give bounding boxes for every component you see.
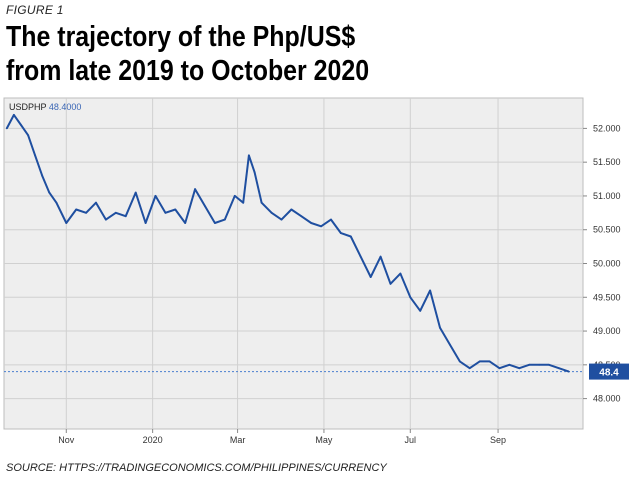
- data-point: [508, 363, 511, 366]
- data-point: [419, 309, 422, 312]
- data-point: [320, 225, 322, 228]
- data-point: [194, 188, 197, 191]
- data-point: [144, 222, 147, 224]
- data-point: [114, 211, 117, 214]
- x-tick-label: 2020: [143, 435, 163, 445]
- data-point: [233, 195, 236, 197]
- data-point: [280, 218, 283, 221]
- data-point: [359, 255, 362, 258]
- figure-title-line-2: from late 2019 to October 2020: [6, 55, 370, 87]
- data-point: [538, 363, 540, 366]
- data-point: [253, 171, 256, 174]
- x-tick-label: Mar: [230, 435, 246, 445]
- data-point: [518, 367, 521, 370]
- data-point: [242, 201, 245, 204]
- data-point: [300, 215, 303, 218]
- data-point: [164, 211, 167, 214]
- data-point: [248, 154, 250, 157]
- data-point: [528, 363, 531, 366]
- data-point: [20, 124, 22, 126]
- data-point: [379, 255, 382, 258]
- data-point: [34, 154, 36, 157]
- x-tick-label: Sep: [490, 435, 506, 445]
- chart-svg: 48.00048.50049.00049.50050.00050.50051.0…: [3, 97, 629, 445]
- data-point: [290, 208, 293, 211]
- y-tick-label: 51.000: [593, 191, 621, 201]
- x-tick-label: Jul: [405, 435, 417, 445]
- ticker-symbol: USDPHP: [9, 102, 49, 112]
- data-point: [310, 222, 313, 224]
- data-point: [369, 276, 372, 278]
- data-point: [5, 127, 8, 130]
- data-point: [340, 232, 342, 235]
- data-point: [85, 211, 87, 214]
- x-tick-label: May: [315, 435, 333, 445]
- data-point: [478, 360, 481, 363]
- data-point: [558, 367, 560, 370]
- y-tick-label: 50.500: [593, 225, 621, 235]
- data-point: [204, 205, 206, 207]
- ticker-label: USDPHP 48.4000: [9, 102, 81, 112]
- data-point: [409, 296, 412, 299]
- data-point: [349, 235, 352, 238]
- data-point: [214, 222, 216, 224]
- data-point: [458, 360, 461, 363]
- data-point: [41, 174, 44, 177]
- figure-title-line-1: The trajectory of the Php/US$: [6, 21, 356, 53]
- data-point: [55, 201, 58, 204]
- y-tick-label: 50.000: [593, 259, 621, 269]
- data-point: [488, 360, 491, 363]
- data-point: [13, 114, 15, 116]
- figure-title: The trajectory of the Php/US$ from late …: [6, 20, 369, 88]
- data-point: [330, 218, 332, 221]
- y-tick-label: 52.000: [593, 123, 621, 133]
- data-point: [399, 272, 402, 275]
- data-point: [223, 218, 226, 221]
- data-point: [48, 191, 51, 194]
- y-tick-label: 51.500: [593, 157, 621, 167]
- x-tick-label: Nov: [58, 435, 75, 445]
- data-point: [498, 367, 501, 370]
- y-tick-label: 48.000: [593, 394, 621, 404]
- data-point: [124, 215, 127, 218]
- data-point: [105, 218, 107, 221]
- data-point: [270, 211, 273, 214]
- current-value-badge: [589, 363, 629, 380]
- data-point: [468, 367, 471, 370]
- data-point: [429, 289, 431, 292]
- data-point: [439, 326, 441, 329]
- data-point: [134, 191, 137, 194]
- exchange-rate-chart: 48.00048.50049.00049.50050.00050.50051.0…: [0, 96, 640, 456]
- ticker-value: 48.4000: [49, 102, 82, 112]
- data-point: [184, 222, 187, 224]
- data-point: [154, 195, 157, 197]
- data-point: [449, 343, 451, 346]
- data-point: [260, 201, 263, 204]
- y-tick-label: 49.000: [593, 326, 621, 336]
- data-point: [75, 208, 78, 211]
- figure-label: FIGURE 1: [6, 3, 64, 17]
- current-value-badge-label: 48.4: [599, 368, 619, 379]
- data-point: [548, 363, 550, 366]
- data-point: [567, 370, 570, 373]
- source-note: SOURCE: HTTPS://TRADINGECONOMICS.COM/PHI…: [6, 462, 387, 474]
- data-point: [95, 201, 97, 204]
- data-point: [27, 134, 29, 137]
- data-point: [389, 282, 392, 285]
- y-tick-label: 49.500: [593, 292, 621, 302]
- data-point: [65, 222, 68, 224]
- data-point: [174, 208, 177, 211]
